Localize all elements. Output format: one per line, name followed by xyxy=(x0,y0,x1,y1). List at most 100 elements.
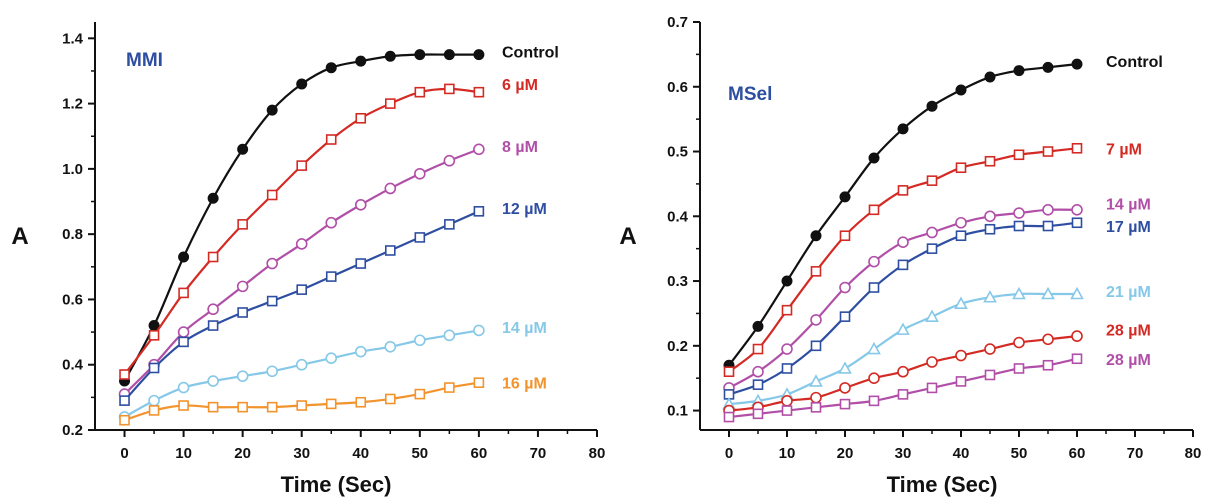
data-point xyxy=(443,49,455,61)
data-point xyxy=(355,112,367,124)
data-point xyxy=(384,50,396,62)
x-tick-label: 60 xyxy=(471,445,488,462)
series-line xyxy=(728,292,1077,406)
data-point xyxy=(955,84,967,96)
data-point xyxy=(237,401,248,413)
data-point xyxy=(444,382,455,393)
data-point xyxy=(148,362,160,374)
data-point xyxy=(325,352,338,364)
data-point xyxy=(839,382,851,394)
data-point xyxy=(781,395,793,407)
data-point xyxy=(444,219,455,230)
data-point xyxy=(178,251,190,263)
y-tick-label: 1.0 xyxy=(62,161,83,178)
data-point xyxy=(926,226,938,239)
chart-panel-1: 0 10 20 30 40 50 60 70 80 0.2 0.4 0.6 0.8 1.0 1.2 1.4 Ti… xyxy=(11,22,605,497)
data-point xyxy=(896,322,910,335)
data-point xyxy=(839,230,851,242)
series-4: 12 µM xyxy=(119,201,547,406)
y-tick-label: 0.2 xyxy=(667,338,688,355)
data-point xyxy=(473,86,485,98)
data-point xyxy=(897,185,909,196)
data-point xyxy=(207,401,219,413)
data-point xyxy=(1071,217,1083,229)
data-point xyxy=(1042,61,1054,73)
data-point xyxy=(752,408,764,420)
x-tick-label: 10 xyxy=(779,445,796,462)
data-point xyxy=(473,49,485,61)
data-point xyxy=(384,182,397,195)
data-point xyxy=(723,366,735,378)
data-point xyxy=(810,402,822,413)
x-axis-label: Time (Sec) xyxy=(887,472,998,497)
data-point xyxy=(1071,204,1083,216)
data-point xyxy=(119,395,130,406)
data-point xyxy=(1042,146,1054,157)
x-axis-label: Time (Sec) xyxy=(281,472,392,497)
data-point xyxy=(781,363,793,374)
series-label: 28 µM xyxy=(1106,323,1151,340)
data-point xyxy=(444,83,455,95)
data-point xyxy=(443,329,456,342)
data-point xyxy=(443,154,456,167)
data-point xyxy=(868,282,880,293)
data-point xyxy=(926,356,938,368)
series-1: Control xyxy=(723,54,1163,371)
data-point xyxy=(296,160,308,171)
series-label: 8 µM xyxy=(502,139,538,156)
y-tick-label: 0.4 xyxy=(62,357,84,374)
data-point xyxy=(868,372,880,384)
data-point xyxy=(266,104,278,116)
x-tick-label: 80 xyxy=(589,445,606,462)
data-point xyxy=(207,320,219,331)
data-point xyxy=(984,343,996,355)
data-point xyxy=(354,198,367,211)
x-tick-label: 50 xyxy=(411,445,428,462)
data-point xyxy=(414,167,426,180)
series-label: 21 µM xyxy=(1106,284,1151,301)
data-point xyxy=(473,377,485,388)
x-tick-label: 10 xyxy=(175,445,192,462)
data-point xyxy=(926,243,938,254)
data-point xyxy=(207,303,219,316)
data-point xyxy=(237,219,248,230)
y-tick-label: 0.2 xyxy=(62,422,83,439)
x-tick-label: 60 xyxy=(1069,445,1086,462)
series-label: 12 µM xyxy=(502,201,547,218)
data-point xyxy=(838,361,852,374)
x-tick-label: 80 xyxy=(1185,445,1202,462)
data-point xyxy=(781,304,793,316)
series-label: 7 µM xyxy=(1106,141,1142,158)
data-point xyxy=(414,232,426,243)
data-point xyxy=(384,340,397,353)
data-point xyxy=(810,266,822,277)
data-point xyxy=(1070,286,1084,300)
data-point xyxy=(414,49,426,61)
data-point xyxy=(473,143,485,156)
data-point xyxy=(781,405,793,416)
data-point xyxy=(1042,204,1054,216)
data-point xyxy=(207,375,219,387)
data-point xyxy=(1042,333,1054,346)
y-axis-label: A xyxy=(619,223,636,250)
data-point xyxy=(296,284,308,295)
data-point xyxy=(868,204,880,216)
data-point xyxy=(752,379,764,390)
data-point xyxy=(810,391,822,404)
y-tick-label: 0.5 xyxy=(667,144,688,161)
data-point xyxy=(266,365,278,378)
data-point xyxy=(1071,142,1083,154)
data-point xyxy=(752,343,764,355)
data-point xyxy=(296,78,308,90)
series-label: 14 µM xyxy=(502,320,547,337)
x-tick-label: 0 xyxy=(120,445,128,462)
data-point xyxy=(867,341,881,355)
data-point xyxy=(325,398,337,410)
y-tick-label: 0.4 xyxy=(667,208,689,225)
data-point xyxy=(295,238,308,250)
data-point xyxy=(897,123,909,135)
x-tick-label: 50 xyxy=(1011,445,1028,462)
data-point xyxy=(955,230,967,242)
y-tick-label: 0.6 xyxy=(62,291,83,308)
